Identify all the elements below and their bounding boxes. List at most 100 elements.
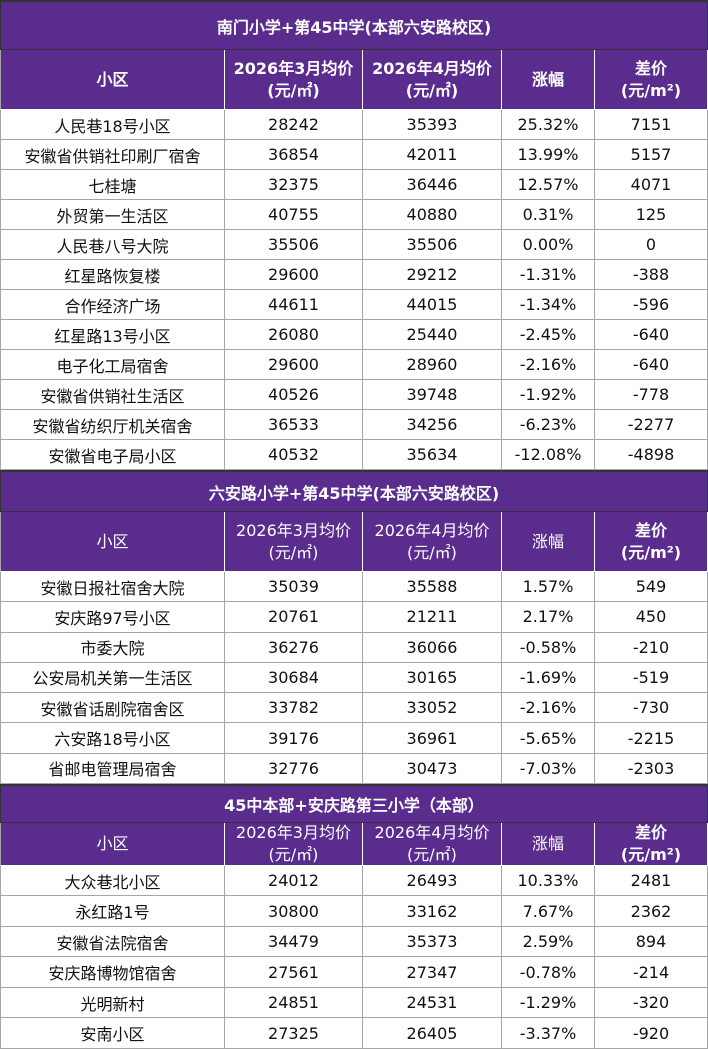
table-cell: 30165	[363, 662, 502, 694]
table-row: 安庆路97号小区 20761 21211 2.17% 450	[0, 602, 708, 633]
table-row: 安徽省法院宿舍 34479 35373 2.59% 894	[0, 926, 708, 958]
table-row: 安徽省电子局小区 40532 35634 -12.08% -4898	[0, 440, 708, 470]
header-cell: 2026年4月均价 (元/㎡)	[363, 822, 502, 866]
table-row: 合作经济广场 44611 44015 -1.34% -596	[0, 290, 708, 320]
header-text: (元/㎡)	[405, 80, 459, 100]
table-cell: 0	[595, 230, 708, 260]
table-cell: 29600	[225, 350, 363, 380]
table-cell: -210	[595, 632, 708, 663]
table-row: 红星路恢复楼 29600 29212 -1.31% -388	[0, 260, 708, 290]
table-cell: 永红路1号	[0, 896, 225, 927]
table-cell: -2.16%	[502, 693, 595, 724]
table-cell: 大众巷北小区	[0, 865, 225, 897]
table-cell: 安南小区	[0, 1018, 225, 1049]
table-cell: 894	[595, 926, 708, 958]
table-cell: -730	[595, 693, 708, 724]
table-cell: 34256	[363, 410, 502, 440]
table-cell: -2303	[595, 753, 708, 784]
table-row: 光明新村 24851 24531 -1.29% -320	[0, 987, 708, 1019]
table-row: 大众巷北小区 24012 26493 10.33% 2481	[0, 865, 708, 897]
table-cell: 24012	[225, 865, 363, 897]
table-cell: 25.32%	[502, 110, 595, 140]
table-cell: 1.57%	[502, 572, 595, 603]
table-cell: -640	[595, 350, 708, 380]
table-cell: 39176	[225, 723, 363, 754]
table-cell: -0.58%	[502, 632, 595, 663]
header-text: 2026年3月均价	[236, 520, 351, 540]
header-cell: 小区	[0, 512, 225, 572]
table-cell: 549	[595, 572, 708, 603]
table-cell: 人民巷八号大院	[0, 230, 225, 260]
table-cell: 红星路恢复楼	[0, 260, 225, 290]
table-cell: 450	[595, 602, 708, 633]
header-cell: 涨幅	[502, 50, 595, 110]
table-cell: 30684	[225, 662, 363, 694]
table-cell: 27325	[225, 1018, 363, 1049]
header-cell: 差价 (元/m²)	[595, 512, 708, 572]
table-cell: -2.45%	[502, 320, 595, 350]
table-cell: 六安路18号小区	[0, 723, 225, 754]
header-text: (元/m²)	[620, 844, 682, 864]
table-cell: -1.92%	[502, 380, 595, 410]
table-cell: 2362	[595, 896, 708, 927]
table-row: 红星路13号小区 26080 25440 -2.45% -640	[0, 320, 708, 350]
table-cell: 外贸第一生活区	[0, 200, 225, 230]
table-row: 安徽省供销社生活区 40526 39748 -1.92% -778	[0, 380, 708, 410]
table-cell: 5157	[595, 140, 708, 170]
table-cell: -4898	[595, 440, 708, 470]
header-text: 2026年4月均价	[374, 520, 490, 540]
table-cell: 36854	[225, 140, 363, 170]
table-cell: 33052	[363, 693, 502, 724]
table-cell: 35506	[225, 230, 363, 260]
table-row: 市委大院 36276 36066 -0.58% -210	[0, 632, 708, 663]
table-cell: 电子化工局宿舍	[0, 350, 225, 380]
table-cell: 42011	[363, 140, 502, 170]
header-cell: 差价 (元/m²)	[595, 50, 708, 110]
header-cell: 2026年4月均价 (元/㎡)	[363, 50, 502, 110]
section-title: 45中本部+安庆路第三小学（本部）	[0, 783, 708, 823]
table-cell: 32776	[225, 753, 363, 784]
table-cell: 13.99%	[502, 140, 595, 170]
table-cell: 4071	[595, 170, 708, 200]
table-cell: 28960	[363, 350, 502, 380]
table-cell: 33782	[225, 693, 363, 724]
table-cell: -388	[595, 260, 708, 290]
table-cell: -3.37%	[502, 1018, 595, 1049]
header-text: 涨幅	[531, 69, 564, 89]
header-text: 涨幅	[531, 833, 564, 853]
table-cell: 红星路13号小区	[0, 320, 225, 350]
header-text: (元/㎡)	[407, 844, 457, 864]
table-cell: 40532	[225, 440, 363, 470]
table-row: 安徽省话剧院宿舍区 33782 33052 -2.16% -730	[0, 693, 708, 724]
table-cell: 32375	[225, 170, 363, 200]
table-cell: 26080	[225, 320, 363, 350]
table-cell: 25440	[363, 320, 502, 350]
table-cell: 35039	[225, 572, 363, 603]
table-row: 电子化工局宿舍 29600 28960 -2.16% -640	[0, 350, 708, 380]
table-cell: 29212	[363, 260, 502, 290]
table-cell: 2.59%	[502, 926, 595, 958]
table-cell: -12.08%	[502, 440, 595, 470]
table-cell: 29600	[225, 260, 363, 290]
table-cell: 七桂塘	[0, 170, 225, 200]
table-row: 人民巷八号大院 35506 35506 0.00% 0	[0, 230, 708, 260]
table-cell: -1.69%	[502, 662, 595, 694]
header-text: (元/㎡)	[268, 542, 319, 562]
table-cell: -2277	[595, 410, 708, 440]
table-cell: 安庆路博物馆宿舍	[0, 957, 225, 988]
table-cell: 36446	[363, 170, 502, 200]
header-cell: 涨幅	[502, 512, 595, 572]
header-text: 2026年4月均价	[374, 822, 490, 842]
header-row: 小区 2026年3月均价 (元/㎡) 2026年4月均价 (元/㎡) 涨幅 差价 (元/m²)	[0, 822, 708, 866]
table-cell: 24531	[363, 987, 502, 1019]
table-cell: 39748	[363, 380, 502, 410]
header-cell: 差价 (元/m²)	[595, 822, 708, 866]
header-text: 差价	[634, 520, 667, 540]
table-row: 安徽省供销社印刷厂宿舍 36854 42011 13.99% 5157	[0, 140, 708, 170]
table-cell: 安徽省纺织厅机关宿舍	[0, 410, 225, 440]
table-cell: -5.65%	[502, 723, 595, 754]
table-cell: 市委大院	[0, 632, 225, 663]
table-row: 人民巷18号小区 28242 35393 25.32% 7151	[0, 110, 708, 140]
table-cell: -214	[595, 957, 708, 988]
table-cell: 36066	[363, 632, 502, 663]
